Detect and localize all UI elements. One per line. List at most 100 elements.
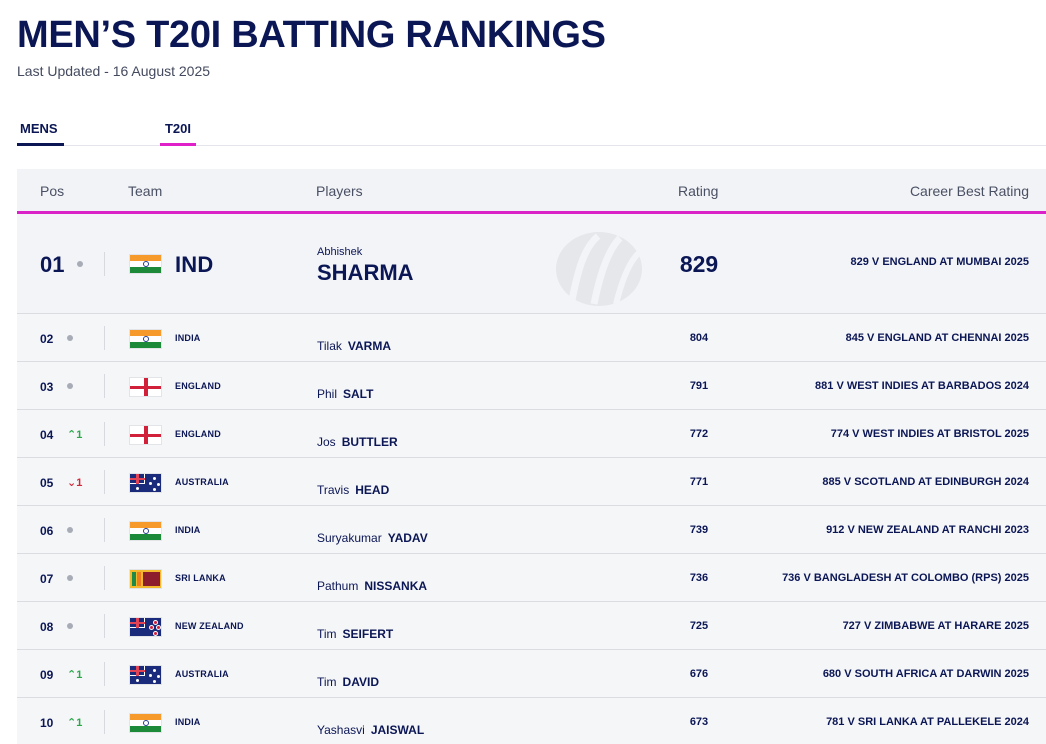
table-row[interactable]: 06 INDIA Suryakumar YADAV 739 912 V NEW Z… [17, 506, 1046, 554]
row-player[interactable]: Yashasvi JAISWAL [317, 723, 425, 737]
row-player[interactable]: Jos BUTTLER [317, 435, 398, 449]
row-career-best: 727 V ZIMBABWE AT HARARE 2025 [842, 620, 1029, 632]
row-player[interactable]: Travis HEAD [317, 483, 390, 497]
row-player[interactable]: Phil SALT [317, 387, 374, 401]
row-career-best: 885 V SCOTLAND AT EDINBURGH 2024 [822, 476, 1029, 488]
australia-flag-icon [129, 665, 162, 685]
india-flag-icon [129, 713, 162, 733]
row-rating: 772 [689, 428, 709, 440]
movement-down-icon: ⌄1 [67, 477, 83, 489]
divider [104, 662, 105, 686]
divider [104, 422, 105, 446]
divider [104, 374, 105, 398]
movement-none-icon [67, 524, 73, 536]
row-player[interactable]: Tim SEIFERT [317, 627, 394, 641]
row-player[interactable]: Suryakumar YADAV [317, 531, 428, 545]
row-rating: 829 [679, 251, 719, 277]
page-title: MEN’S T20I BATTING RANKINGS [17, 14, 606, 56]
divider [104, 326, 105, 350]
row-career-best: 680 V SOUTH AFRICA AT DARWIN 2025 [822, 668, 1029, 680]
row-player[interactable]: Tim DAVID [317, 675, 379, 689]
row-pos: 06 [40, 524, 54, 538]
row-rating: 771 [689, 476, 709, 488]
table-row[interactable]: 05 ⌄1 AUSTRALIA Travis HEAD 771 885 V SCO… [17, 458, 1046, 506]
row-pos: 04 [40, 428, 54, 442]
sri-lanka-flag-icon [129, 569, 162, 589]
tab-mens[interactable]: MENS [17, 121, 64, 146]
row-pos: 10 [40, 716, 54, 730]
table-row[interactable]: 08 NEW ZEALAND Tim SEIFERT 725 727 V ZIMB… [17, 602, 1046, 650]
row-career-best: 829 V ENGLAND AT MUMBAI 2025 [850, 256, 1029, 268]
table-row[interactable]: 10 ⌃1 INDIA Yashasvi JAISWAL 673 781 V SR… [17, 698, 1046, 744]
movement-none-icon [67, 380, 73, 392]
row-team: INDIA [175, 717, 201, 727]
row-career-best: 781 V SRI LANKA AT PALLEKELE 2024 [826, 716, 1029, 728]
last-updated: Last Updated - 16 August 2025 [17, 63, 211, 79]
new-zealand-flag-icon [129, 617, 162, 637]
table-header: Pos Team Players Rating Career Best Rati… [17, 169, 1046, 214]
divider [104, 710, 105, 734]
row-player[interactable]: Tilak VARMA [317, 339, 391, 353]
row-rating: 673 [689, 716, 709, 728]
movement-none-icon [67, 620, 73, 632]
movement-up-icon: ⌃1 [67, 669, 83, 681]
divider [104, 566, 105, 590]
row-rating: 676 [689, 668, 709, 680]
row-team: SRI LANKA [175, 573, 226, 583]
england-flag-icon [129, 425, 162, 445]
header-team: Team [128, 183, 163, 199]
tab-t20i[interactable]: T20I [160, 121, 196, 146]
row-career-best: 912 V NEW ZEALAND AT RANCHI 2023 [826, 524, 1029, 536]
table-row[interactable]: 07 SRI LANKA Pathum NISSANKA 736 736 V BA… [17, 554, 1046, 602]
divider [104, 518, 105, 542]
movement-up-icon: ⌃1 [67, 717, 83, 729]
movement-none-icon [77, 258, 83, 270]
row-pos: 03 [40, 380, 54, 394]
tab-bar: MENS T20I [17, 121, 1046, 146]
india-flag-icon [129, 521, 162, 541]
header-pos: Pos [40, 183, 65, 199]
movement-none-icon [67, 332, 73, 344]
row-career-best: 774 V WEST INDIES AT BRISTOL 2025 [830, 428, 1029, 440]
australia-flag-icon [129, 473, 162, 493]
row-rating: 739 [689, 524, 709, 536]
divider [104, 252, 105, 276]
table-row[interactable]: 02 INDIA Tilak VARMA 804 845 V ENGLAND AT… [17, 314, 1046, 362]
row-player[interactable]: Pathum NISSANKA [317, 579, 428, 593]
divider [104, 470, 105, 494]
row-rating: 791 [689, 380, 709, 392]
row-pos: 05 [40, 476, 54, 490]
row-team: INDIA [175, 525, 201, 535]
row-team: INDIA [175, 333, 201, 343]
row-team: AUSTRALIA [175, 477, 229, 487]
row-career-best: 845 V ENGLAND AT CHENNAI 2025 [845, 332, 1029, 344]
row-rating: 736 [689, 572, 709, 584]
table-row[interactable]: 04 ⌃1 ENGLAND Jos BUTTLER 772 774 V WEST … [17, 410, 1046, 458]
row-career-best: 736 V BANGLADESH AT COLOMBO (RPS) 2025 [782, 572, 1029, 584]
row-rating: 725 [689, 620, 709, 632]
row-team: IND [175, 252, 214, 277]
player-last-name[interactable]: SHARMA [317, 260, 414, 285]
rankings-table: Pos Team Players Rating Career Best Rati… [17, 169, 1046, 744]
row-team: NEW ZEALAND [175, 621, 244, 631]
player-first-name: Abhishek [317, 246, 363, 258]
table-row[interactable]: 09 ⌃1 AUSTRALIA Tim DAVID 676 680 V SOUTH… [17, 650, 1046, 698]
table-row[interactable]: 03 ENGLAND Phil SALT 791 881 V WEST INDIE… [17, 362, 1046, 410]
row-pos: 02 [40, 332, 54, 346]
table-row-top[interactable]: 01 IND Abhishek SHARMA 829 829 V ENGLAND… [17, 214, 1046, 314]
row-pos: 07 [40, 572, 54, 586]
movement-up-icon: ⌃1 [67, 429, 83, 441]
row-pos: 08 [40, 620, 54, 634]
england-flag-icon [129, 377, 162, 397]
india-flag-icon [129, 254, 162, 274]
row-team: ENGLAND [175, 381, 221, 391]
header-players: Players [316, 183, 363, 199]
row-team: AUSTRALIA [175, 669, 229, 679]
header-career-best: Career Best Rating [909, 183, 1029, 199]
divider [104, 614, 105, 638]
india-flag-icon [129, 329, 162, 349]
icc-logo-watermark-icon [556, 232, 643, 306]
movement-none-icon [67, 572, 73, 584]
row-team: ENGLAND [175, 429, 221, 439]
row-pos: 01 [40, 252, 65, 277]
